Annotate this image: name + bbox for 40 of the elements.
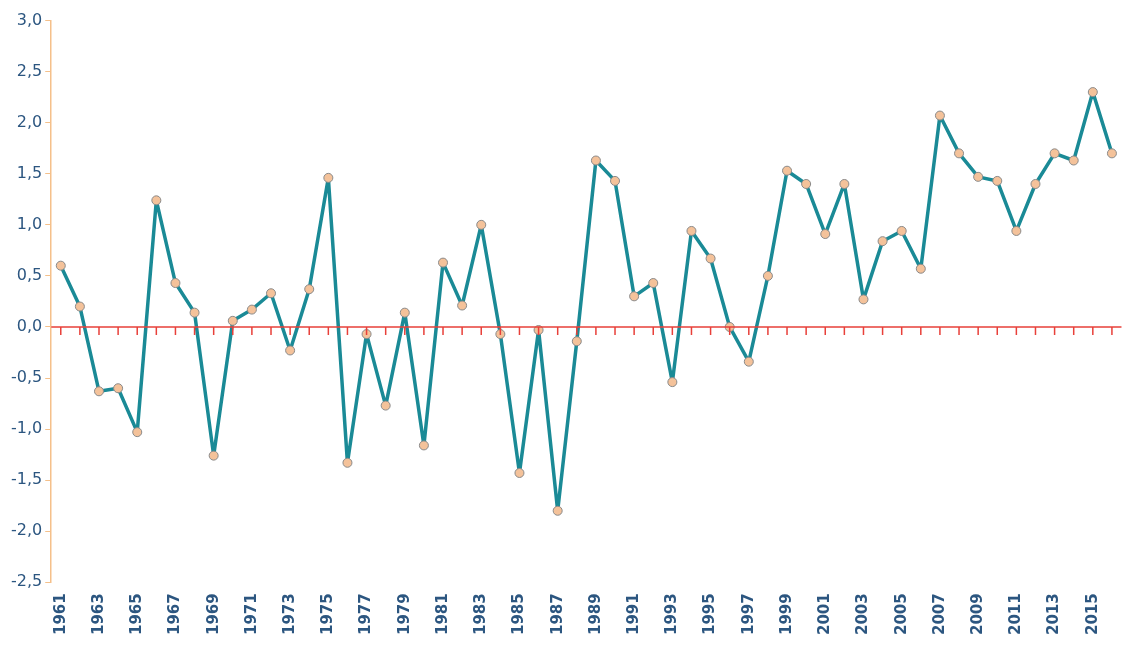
x-tick-label: 2013 (1044, 593, 1063, 635)
x-tick-label: 1993 (662, 593, 681, 635)
x-tick-label: 2007 (929, 593, 948, 635)
x-tick-label: 2005 (891, 593, 910, 635)
y-tick-label: -0,5 (11, 367, 43, 387)
x-tick-label: 1995 (700, 593, 719, 635)
x-tick-label: 1977 (356, 593, 375, 635)
y-tick-label: -1,0 (11, 418, 43, 438)
x-tick-label: 2003 (853, 593, 872, 635)
y-tick-label: 2,5 (16, 60, 43, 80)
x-tick-label: 1985 (509, 593, 528, 635)
x-tick-label: 2011 (1006, 593, 1025, 635)
y-tick-label: -2,0 (11, 520, 43, 540)
y-tick-label: 1,0 (16, 213, 43, 233)
x-tick-label: 1989 (585, 593, 604, 635)
x-tick-label: 1997 (738, 593, 757, 635)
y-tick-label: -1,5 (11, 469, 43, 489)
x-tick-label: 1973 (280, 593, 299, 635)
x-tick-label: 2015 (1082, 593, 1101, 635)
x-tick-label: 1971 (241, 593, 260, 635)
x-tick-label: 1983 (471, 593, 490, 635)
x-tick-label: 1965 (127, 593, 146, 635)
x-tick-label: 1987 (547, 593, 566, 635)
x-tick-label: 1999 (776, 593, 795, 635)
y-tick-label: 1,5 (16, 162, 43, 182)
y-tick-label: 3,0 (16, 9, 43, 29)
y-tick-label: 0,0 (16, 316, 43, 336)
x-tick-label: 2001 (815, 593, 834, 635)
x-tick-label: 1975 (318, 593, 337, 635)
x-tick-label: 1963 (88, 593, 107, 635)
y-tick-label: 0,5 (16, 265, 43, 285)
x-tick-label: 2009 (968, 593, 987, 635)
x-tick-label: 1961 (50, 593, 69, 635)
x-tick-label: 1969 (203, 593, 222, 635)
y-tick-label: -2,5 (11, 571, 43, 591)
x-tick-label: 1991 (624, 593, 643, 635)
y-tick-label: 2,0 (16, 111, 43, 131)
x-tick-label: 1967 (165, 593, 184, 635)
x-tick-label: 1979 (394, 593, 413, 635)
x-tick-label: 1981 (432, 593, 451, 635)
